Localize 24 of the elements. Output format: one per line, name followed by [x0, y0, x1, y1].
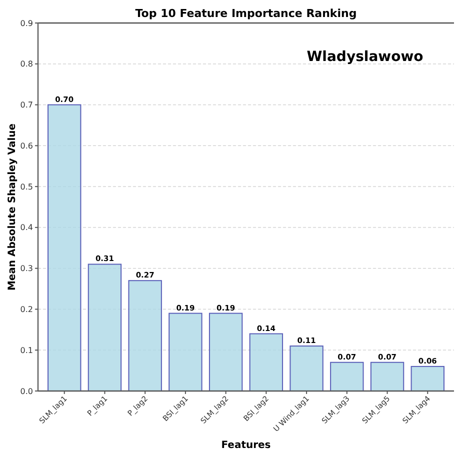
y-tick-label: 0.0 [20, 386, 33, 396]
bar [290, 346, 324, 392]
bar [208, 312, 243, 392]
bar [168, 312, 202, 392]
y-tick-label: 0.9 [20, 18, 33, 28]
y-tick-label: 0.8 [20, 60, 33, 69]
y-tick-label: 0.7 [20, 100, 33, 110]
chart-title: Top 10 Feature Importance Ranking [135, 7, 357, 20]
bar [370, 362, 404, 392]
y-axis-title: Mean Absolute Shapley Value [7, 123, 18, 291]
bar [410, 366, 444, 392]
y-tick-label: 0.3 [20, 264, 33, 274]
bar [249, 333, 284, 392]
y-tick-label: 0.6 [20, 141, 33, 150]
bar [48, 104, 82, 392]
y-tick-label: 0.2 [20, 305, 33, 314]
x-axis-title: Features [221, 440, 271, 451]
annotation: Wladyslawowo [306, 49, 424, 65]
bar [330, 362, 364, 392]
y-tick-label: 0.1 [20, 346, 33, 355]
y-tick-label: 0.5 [20, 182, 33, 192]
bar [88, 264, 122, 392]
y-tick-label: 0.4 [20, 223, 33, 232]
bar [128, 280, 162, 392]
